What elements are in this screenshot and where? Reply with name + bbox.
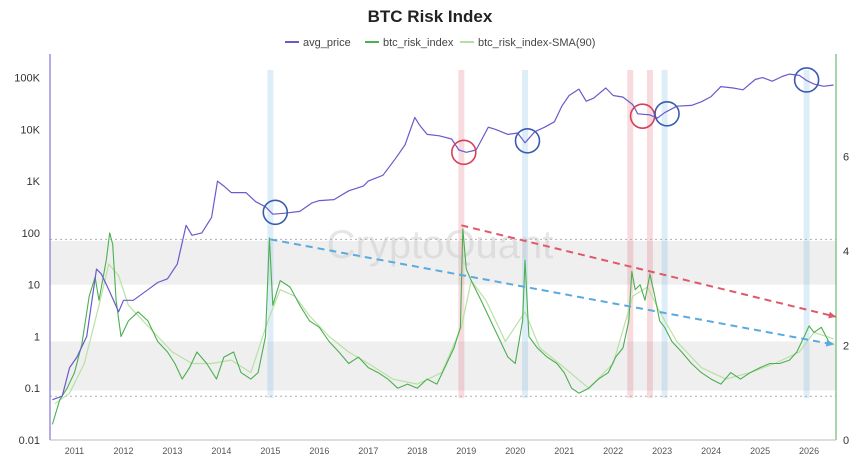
trend-line-red xyxy=(461,224,837,318)
trend-lines xyxy=(270,224,837,347)
left-tick-label: 0.01 xyxy=(19,435,40,447)
series-group xyxy=(51,73,834,425)
x-tick-label: 2018 xyxy=(407,446,427,456)
circle-red-1 xyxy=(451,139,477,166)
right-tick-label: 6 xyxy=(843,152,849,164)
x-tick-label: 2025 xyxy=(750,446,770,456)
left-tick-label: 0.1 xyxy=(25,383,40,395)
watermark: CryptoQuant xyxy=(327,223,554,267)
left-axis-ticks: 100K 10K 1K 100 10 1 0.1 0.01 xyxy=(14,73,40,447)
x-tick-label: 2019 xyxy=(456,446,476,456)
highlight-blue-6 xyxy=(803,70,810,398)
x-tick-label: 2020 xyxy=(505,446,525,456)
left-tick-label: 10 xyxy=(28,280,40,292)
x-tick-label: 2026 xyxy=(799,446,819,456)
circle-blue-2 xyxy=(514,128,541,154)
legend-label-1: btc_risk_index xyxy=(383,37,454,49)
series-btc-risk-index xyxy=(51,228,834,425)
vertical-highlights xyxy=(267,70,810,398)
highlight-blue-2 xyxy=(522,70,529,398)
x-tick-label: 2022 xyxy=(603,446,623,456)
x-axis-ticks: 2011 2012 2013 2014 2015 2016 2017 2018 2019 2020… xyxy=(65,446,819,456)
x-tick-label: 2011 xyxy=(65,446,84,456)
left-tick-label: 1 xyxy=(34,331,40,343)
left-tick-label: 1K xyxy=(27,176,41,188)
x-tick-label: 2015 xyxy=(260,446,280,456)
left-tick-label: 100K xyxy=(14,73,40,85)
legend-label-2: btc_risk_index-SMA(90) xyxy=(478,37,595,49)
series-avg-price xyxy=(52,73,834,401)
right-tick-label: 4 xyxy=(843,246,849,258)
x-tick-label: 2017 xyxy=(358,446,378,456)
x-tick-label: 2014 xyxy=(211,446,231,456)
circle-annotations xyxy=(262,67,820,226)
x-tick-label: 2016 xyxy=(309,446,329,456)
circle-blue-0 xyxy=(262,199,289,226)
series-btc-risk-index-sma-90- xyxy=(54,263,834,405)
left-tick-label: 10K xyxy=(20,124,40,136)
x-tick-label: 2012 xyxy=(113,446,133,456)
highlight-blue-5 xyxy=(661,70,668,398)
highlight-red-4 xyxy=(646,70,653,398)
highlight-red-1 xyxy=(458,70,465,398)
legend-label-0: avg_price xyxy=(303,37,351,49)
x-tick-label: 2024 xyxy=(701,446,721,456)
trend-arrow-blue xyxy=(825,339,834,347)
axes xyxy=(49,54,837,441)
trend-arrow-red xyxy=(828,311,836,319)
x-tick-label: 2013 xyxy=(162,446,182,456)
risk-band-1 xyxy=(50,341,836,391)
legend: avg_price btc_risk_index btc_risk_index-SM… xyxy=(285,37,595,49)
right-axis-ticks: 6 4 2 0 xyxy=(843,152,849,448)
left-tick-label: 100 xyxy=(22,228,40,240)
right-tick-label: 0 xyxy=(843,435,849,447)
reference-lines xyxy=(50,238,836,397)
highlight-red-3 xyxy=(627,70,634,398)
circle-blue-4 xyxy=(654,100,680,127)
x-tick-label: 2021 xyxy=(554,446,574,456)
circle-blue-5 xyxy=(793,67,820,93)
x-tick-label: 2023 xyxy=(652,446,672,456)
highlight-blue-0 xyxy=(267,70,274,398)
chart-title: BTC Risk Index xyxy=(368,7,493,26)
right-tick-label: 2 xyxy=(843,341,849,353)
